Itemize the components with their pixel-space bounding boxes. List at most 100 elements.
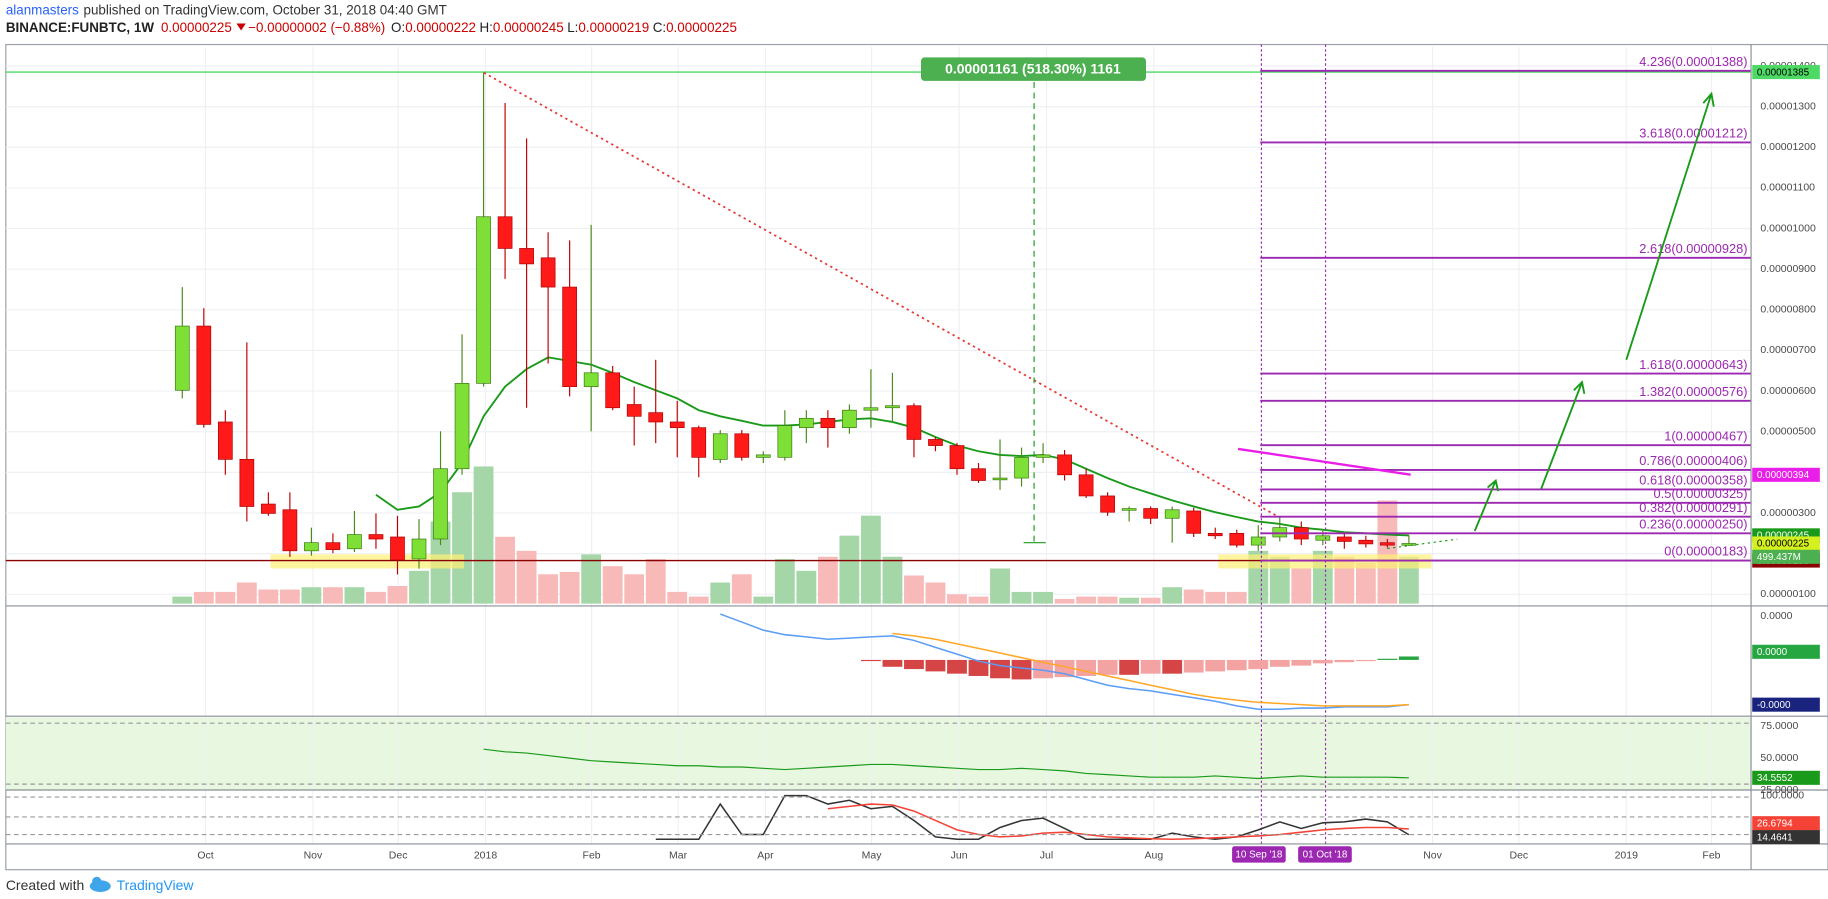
ohlc-value: 0.00000225 — [666, 20, 737, 35]
candle-body — [1035, 454, 1051, 458]
candle-body — [971, 468, 986, 481]
macd-histogram-bar — [947, 659, 967, 674]
volume-bar — [1398, 556, 1419, 604]
macd-histogram-bar — [1140, 659, 1161, 674]
volume-bar — [279, 589, 300, 604]
axis-tag-label: 26.6794 — [1757, 818, 1793, 829]
volume-bar — [1119, 597, 1140, 604]
candle-body — [411, 538, 427, 560]
axis-tag — [1752, 65, 1820, 80]
macd-signal — [892, 632, 1409, 707]
candle-body — [1250, 536, 1266, 546]
time-tick-label: Nov — [304, 849, 323, 861]
candle-body — [1078, 474, 1094, 497]
ohlc-label: O: — [391, 20, 405, 35]
candle-body — [304, 542, 319, 552]
support-zone — [270, 554, 464, 569]
volume-bar — [731, 574, 752, 604]
candle-body — [1336, 536, 1352, 542]
axis-tag-label: 34.5552 — [1757, 773, 1793, 784]
fib-label: 0.5(0.00000325) — [1654, 486, 1748, 501]
fib-label: 0(0.00000183) — [1664, 544, 1747, 559]
macd-histogram-bar — [1291, 659, 1312, 666]
rsi-tick-label: 50.0000 — [1760, 752, 1798, 764]
candle-body — [562, 286, 577, 387]
volume-bar — [452, 492, 472, 604]
volume-bar — [409, 570, 429, 604]
volume-bar — [861, 515, 881, 604]
candle-body — [1100, 495, 1115, 513]
candle-body — [1121, 508, 1137, 511]
candle-body — [755, 454, 771, 458]
volume-bar — [1377, 500, 1398, 604]
time-tick-label: May — [862, 849, 883, 861]
macd-histogram-bar — [925, 659, 946, 672]
axis-tag-label: 14.4641 — [1757, 832, 1793, 843]
volume-bar — [344, 587, 365, 604]
volume-bar — [710, 582, 731, 604]
candle-body — [1315, 535, 1331, 541]
volume-bar — [193, 591, 214, 604]
logo — [89, 876, 111, 892]
price-tick-label: 0.00001300 — [1760, 100, 1816, 112]
volume-bar — [1226, 591, 1247, 604]
volume-bar — [817, 556, 838, 604]
candle-body — [282, 509, 298, 552]
axis-tag — [1752, 644, 1820, 659]
volume-bar — [1355, 562, 1376, 604]
time-tick-label: Oct — [197, 849, 213, 861]
fib-label: 1.382(0.00000576) — [1639, 384, 1747, 399]
symbol: BINANCE:FUNBTC, 1W — [6, 20, 154, 35]
published: published on TradingView.com, October 31… — [83, 2, 446, 17]
candle-body — [217, 421, 233, 460]
axis-tag — [1752, 830, 1820, 845]
candle-body — [454, 383, 470, 470]
candle-body — [949, 445, 965, 470]
volume-bar — [323, 587, 343, 604]
time-tick-label: Jul — [1040, 849, 1053, 861]
ohlc-value: 0.00000222 — [405, 20, 476, 35]
volume-bar — [925, 582, 946, 604]
time-tick-label: Aug — [1145, 849, 1164, 861]
drawings — [483, 44, 1715, 844]
footer-brand[interactable]: TradingView — [117, 877, 195, 893]
author[interactable]: alanmasters — [6, 2, 79, 17]
volume-bar — [990, 568, 1010, 604]
price-tick-label: 0.00000900 — [1760, 263, 1816, 275]
price-tick-label: 0.00001000 — [1760, 222, 1816, 234]
volume-bar — [495, 536, 515, 604]
axis-tag-label: -0.0000 — [1757, 700, 1791, 711]
candle-body — [583, 372, 599, 387]
fib-label: 0.382(0.00000291) — [1639, 500, 1747, 515]
macd-histogram-bar — [990, 659, 1010, 679]
candle-body — [626, 404, 642, 417]
volume-bar — [774, 559, 795, 604]
fib-label: 0.618(0.00000358) — [1639, 473, 1747, 488]
time-tick-label: Dec — [389, 849, 408, 861]
candle-body — [799, 417, 814, 429]
volume-bar — [258, 589, 279, 604]
price-tick-label: 0.00000800 — [1760, 304, 1816, 316]
macd-histogram-bar — [904, 659, 924, 670]
volume-bar — [538, 574, 559, 604]
volume-bar — [301, 587, 322, 604]
volume-bar — [602, 566, 623, 604]
date-tag — [1298, 846, 1352, 863]
volume-bar — [1205, 591, 1226, 604]
axis-tag-label: 0.00000245 — [1757, 531, 1810, 542]
candle-body — [390, 536, 405, 561]
volume-bar — [882, 556, 903, 604]
time-tick-label: Feb — [583, 849, 601, 861]
fib-label: 2.618(0.00000928) — [1639, 241, 1747, 256]
candle-body — [691, 427, 707, 458]
measure-label: 0.00001161 (518.30%) 1161 — [945, 60, 1121, 76]
resistance-line — [1237, 447, 1411, 476]
volume-bar — [1162, 587, 1183, 604]
macd-line — [719, 613, 1409, 710]
macd-histogram-bar — [1248, 659, 1269, 670]
volume-bar — [387, 586, 408, 604]
macd-histogram-bar — [968, 659, 989, 676]
candle-body — [777, 425, 793, 458]
volume-bar — [473, 466, 494, 604]
